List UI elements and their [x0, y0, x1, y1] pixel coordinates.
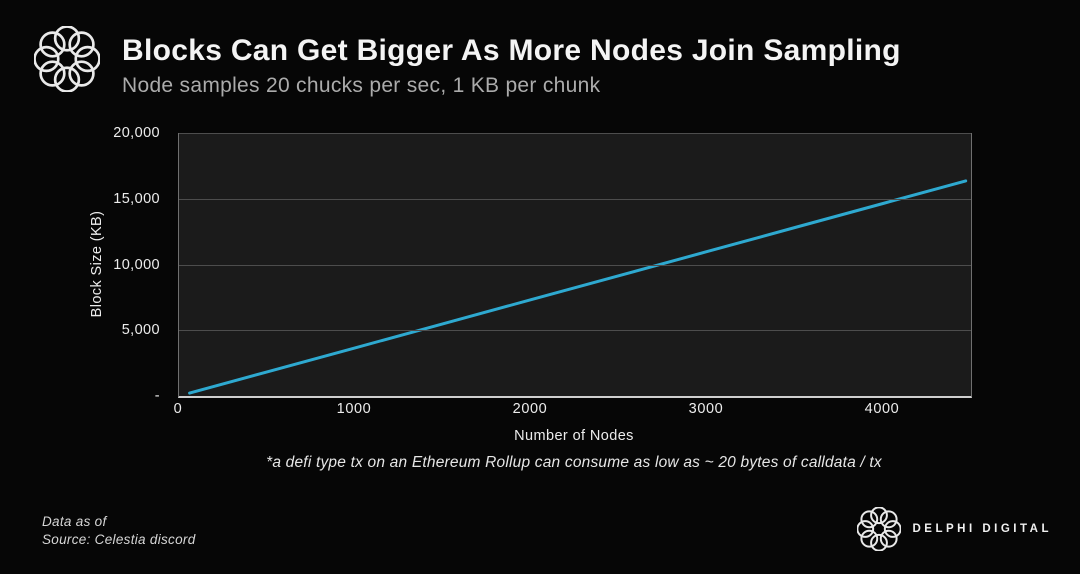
- data-as-of-text: Data as of: [42, 514, 107, 529]
- source-text: Source: Celestia discord: [42, 532, 196, 547]
- gridline: [179, 133, 971, 134]
- footnote: *a defi type tx on an Ethereum Rollup ca…: [266, 454, 882, 471]
- brand-name: DELPHI DIGITAL: [912, 523, 1052, 535]
- y-tick-label: 5,000: [121, 322, 160, 339]
- x-axis-title: Number of Nodes: [514, 428, 634, 444]
- line-series: [188, 179, 968, 395]
- brand-footer: DELPHI DIGITAL: [857, 507, 1052, 551]
- page-subtitle: Node samples 20 chucks per sec, 1 KB per…: [122, 74, 601, 97]
- delphi-logo-icon: [34, 26, 100, 92]
- x-tick-label: 4000: [864, 401, 900, 417]
- y-tick-label: 15,000: [113, 190, 160, 207]
- series-line: [188, 179, 968, 395]
- plot-area: [178, 133, 972, 398]
- page-title: Blocks Can Get Bigger As More Nodes Join…: [122, 34, 901, 67]
- y-tick-label: -: [154, 388, 160, 404]
- delphi-logo-icon: [857, 507, 902, 551]
- y-axis-title: Block Size (KB): [89, 210, 105, 318]
- gridline: [179, 330, 971, 332]
- y-axis-ticks: 20,000 15,000 10,000 5,000 -: [0, 125, 168, 404]
- x-tick-label: 2000: [512, 401, 548, 417]
- x-tick-label: 0: [173, 401, 183, 417]
- y-tick-label: 20,000: [113, 125, 160, 141]
- x-tick-label: 1000: [336, 401, 372, 417]
- gridline: [179, 198, 971, 200]
- gridline: [179, 264, 971, 266]
- x-axis-ticks: 0 1000 2000 3000 4000: [174, 401, 970, 421]
- y-tick-label: 10,000: [113, 256, 160, 273]
- chart-header: Blocks Can Get Bigger As More Nodes Join…: [122, 33, 901, 98]
- x-tick-label: 3000: [688, 401, 724, 417]
- source-note: Data as of Source: Celestia discord: [42, 513, 196, 549]
